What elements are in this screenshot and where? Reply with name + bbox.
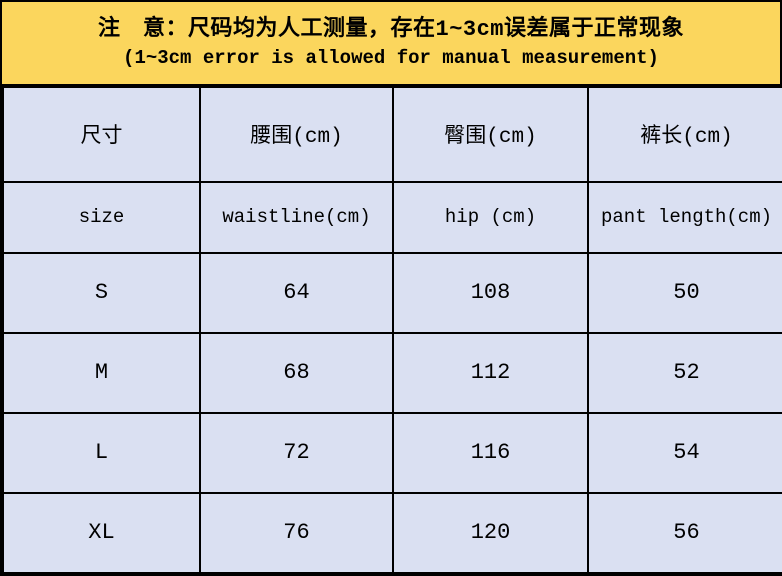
table-row-size-m: M 68 112 52 bbox=[2, 331, 782, 414]
notice-text-chinese: 注 意：尺码均为人工测量，存在1~3cm误差属于正常现象 bbox=[97, 17, 684, 42]
cell-waistline-value: 72 bbox=[199, 411, 394, 494]
cell-hip-value: 120 bbox=[392, 491, 589, 575]
cell-pant-length-value: 56 bbox=[587, 491, 782, 575]
header-cell-waistline-cn: 腰围(cm) bbox=[199, 86, 394, 183]
table-header-row-english: size waistline(cm) hip (cm) pant length(… bbox=[2, 180, 782, 254]
header-cell-size-cn: 尺寸 bbox=[2, 86, 201, 183]
header-cell-pant-length-en: pant length(cm) bbox=[587, 180, 782, 254]
table-row-size-s: S 64 108 50 bbox=[2, 251, 782, 334]
cell-size-label: M bbox=[2, 331, 201, 414]
cell-hip-value: 108 bbox=[392, 251, 589, 334]
header-cell-waistline-en: waistline(cm) bbox=[199, 180, 394, 254]
table-header-row-chinese: 尺寸 腰围(cm) 臀围(cm) 裤长(cm) bbox=[2, 86, 782, 183]
header-cell-size-en: size bbox=[2, 180, 201, 254]
cell-pant-length-value: 50 bbox=[587, 251, 782, 334]
notice-text-english: (1~3cm error is allowed for manual measu… bbox=[123, 47, 659, 69]
size-table: 尺寸 腰围(cm) 臀围(cm) 裤长(cm) size waistline(c… bbox=[2, 86, 782, 575]
cell-pant-length-value: 52 bbox=[587, 331, 782, 414]
cell-waistline-value: 76 bbox=[199, 491, 394, 575]
cell-waistline-value: 64 bbox=[199, 251, 394, 334]
measurement-notice-banner: 注 意：尺码均为人工测量，存在1~3cm误差属于正常现象 (1~3cm erro… bbox=[2, 2, 780, 86]
cell-pant-length-value: 54 bbox=[587, 411, 782, 494]
table-row-size-xl: XL 76 120 56 bbox=[2, 491, 782, 575]
cell-hip-value: 112 bbox=[392, 331, 589, 414]
header-cell-pant-length-cn: 裤长(cm) bbox=[587, 86, 782, 183]
cell-size-label: S bbox=[2, 251, 201, 334]
cell-size-label: XL bbox=[2, 491, 201, 575]
header-cell-hip-en: hip (cm) bbox=[392, 180, 589, 254]
cell-hip-value: 116 bbox=[392, 411, 589, 494]
cell-waistline-value: 68 bbox=[199, 331, 394, 414]
header-cell-hip-cn: 臀围(cm) bbox=[392, 86, 589, 183]
table-row-size-l: L 72 116 54 bbox=[2, 411, 782, 494]
cell-size-label: L bbox=[2, 411, 201, 494]
